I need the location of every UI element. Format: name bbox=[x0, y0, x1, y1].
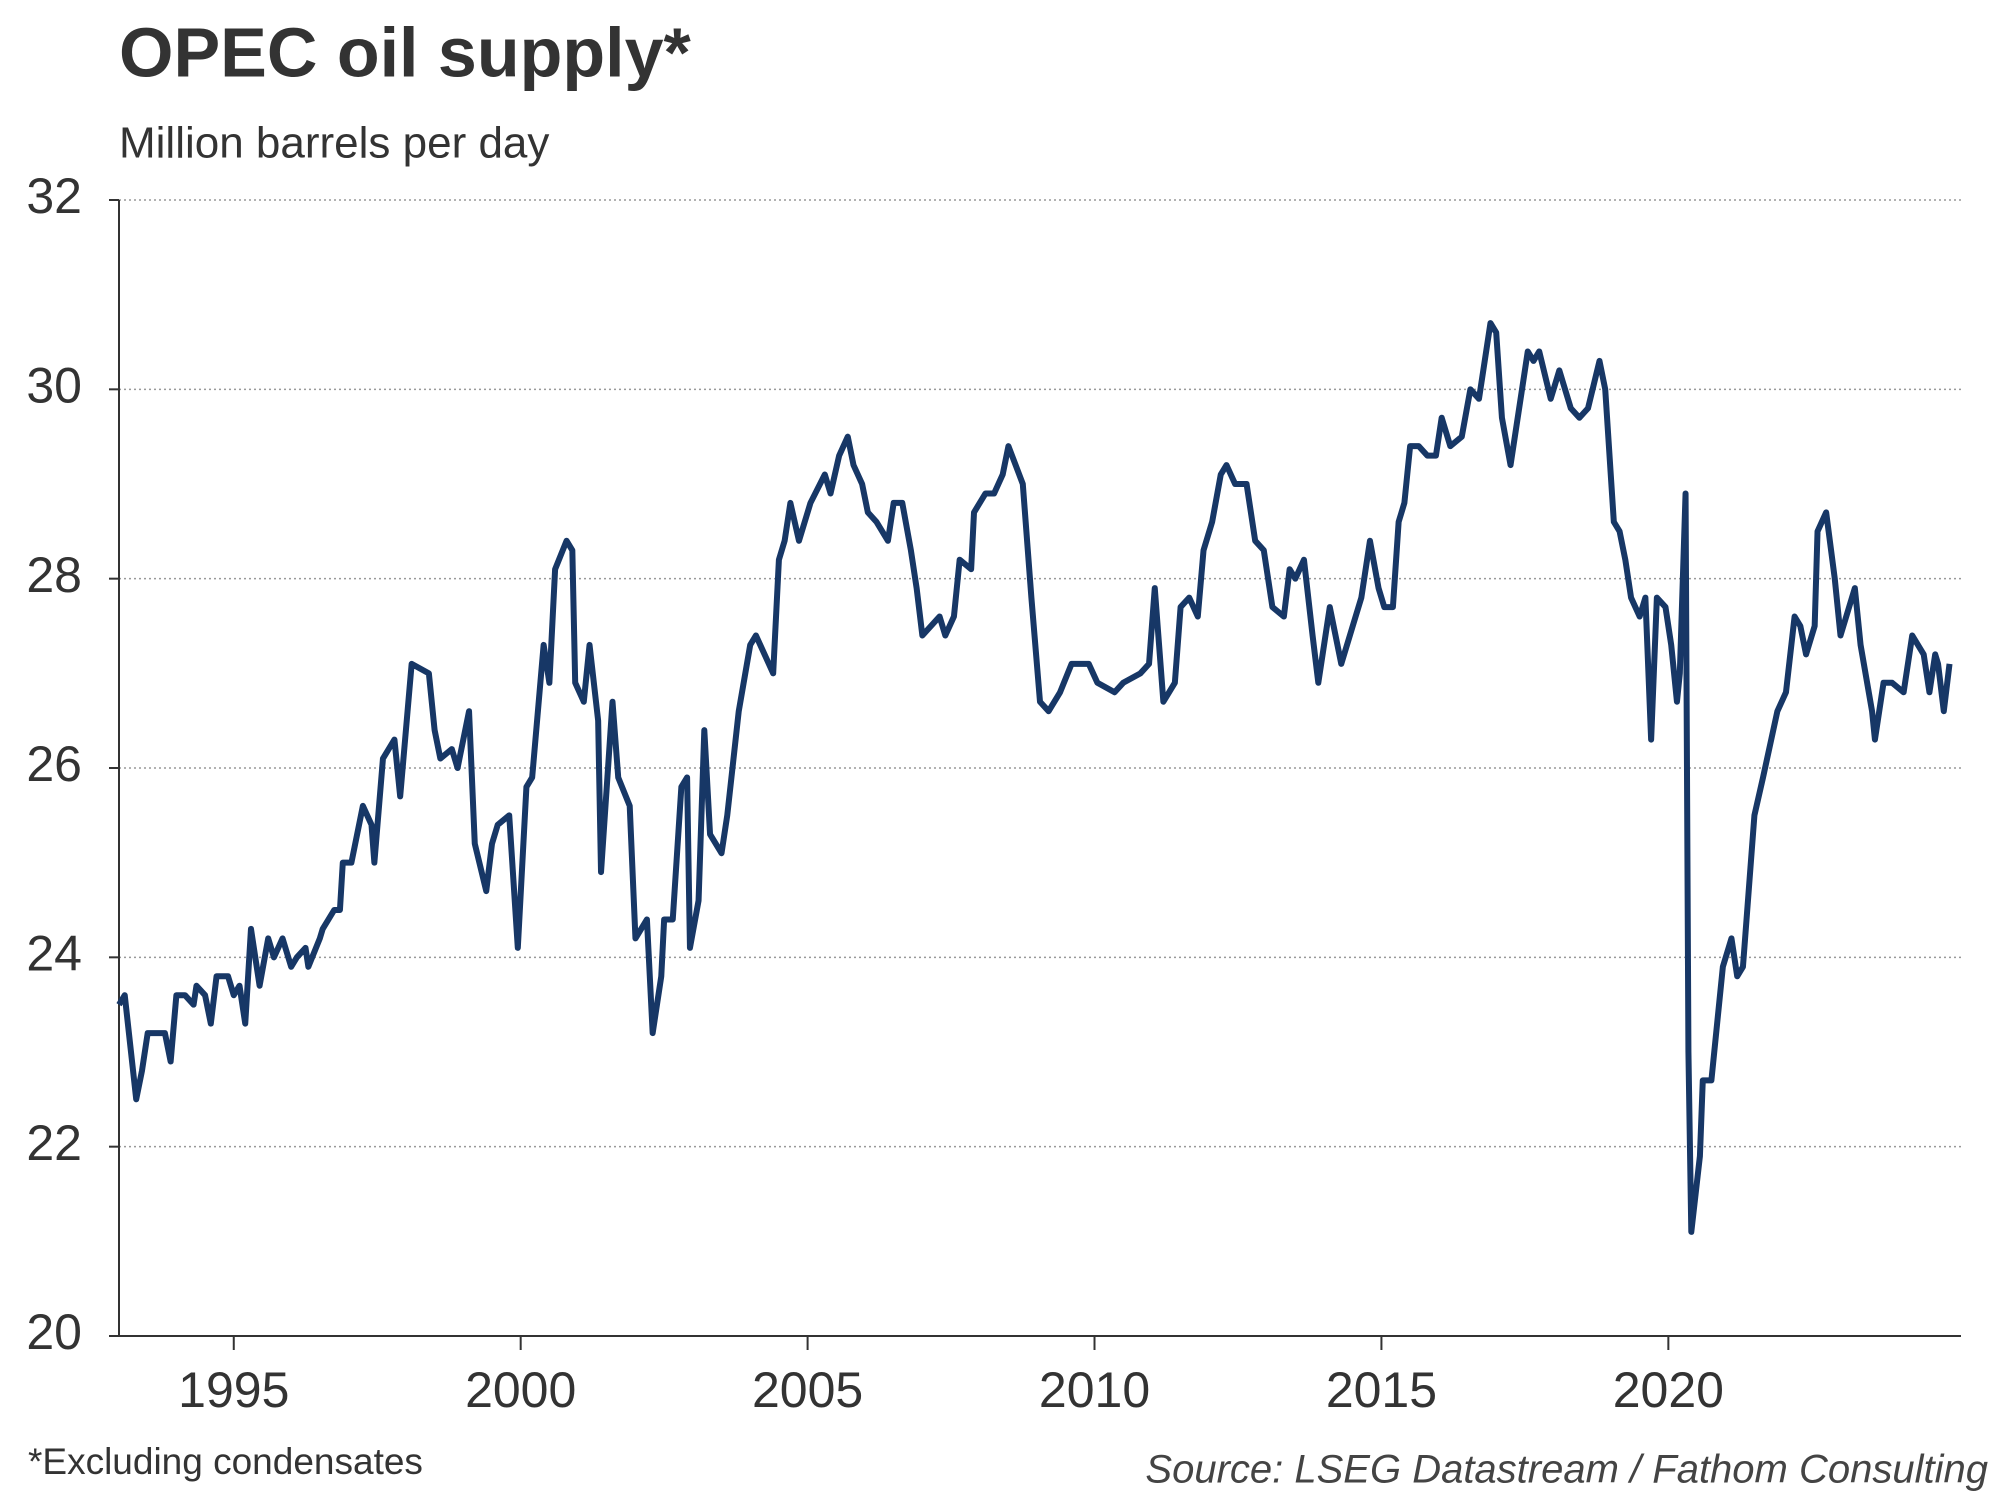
x-tick-label: 2000 bbox=[465, 1362, 576, 1418]
source: Source: LSEG Datastream / Fathom Consult… bbox=[1145, 1448, 1988, 1492]
x-tick-label: 1995 bbox=[178, 1362, 289, 1418]
y-tick-label: 32 bbox=[26, 168, 82, 224]
y-tick-label: 22 bbox=[26, 1115, 82, 1171]
chart-subtitle: Million barrels per day bbox=[119, 119, 549, 168]
chart-title: OPEC oil supply* bbox=[119, 13, 692, 91]
x-tick-label: 2005 bbox=[752, 1362, 863, 1418]
x-tick-label: 2010 bbox=[1039, 1362, 1150, 1418]
y-tick-label: 30 bbox=[26, 358, 82, 414]
y-tick-label: 28 bbox=[26, 547, 82, 603]
x-tick-label: 2020 bbox=[1613, 1362, 1724, 1418]
y-tick-label: 20 bbox=[26, 1304, 82, 1360]
data-line bbox=[116, 320, 1953, 1235]
y-tick-label: 26 bbox=[26, 736, 82, 792]
footnote: *Excluding condensates bbox=[28, 1441, 423, 1482]
y-tick-label: 24 bbox=[26, 926, 82, 982]
x-tick-label: 2015 bbox=[1326, 1362, 1437, 1418]
